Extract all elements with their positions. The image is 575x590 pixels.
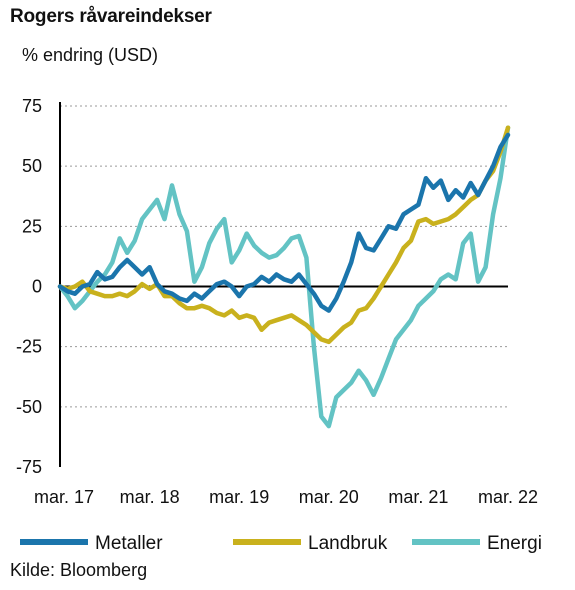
series-lines xyxy=(57,125,511,429)
source-note: Kilde: Bloomberg xyxy=(10,560,148,580)
x-tick-label: mar. 19 xyxy=(209,487,269,507)
x-tick-labels: mar. 17 mar. 18 mar. 19 mar. 20 mar. 21 mar. … xyxy=(34,487,538,507)
chart-title: Rogers råvareindekser xyxy=(10,6,212,27)
y-axis-label: % endring (USD) xyxy=(22,45,159,65)
legend-label-metaller: Metaller xyxy=(95,533,163,554)
x-tick-label: mar. 18 xyxy=(120,487,180,507)
y-tick-label: 50 xyxy=(22,156,42,176)
y-tick-label: 75 xyxy=(22,96,42,116)
y-tick-label: -50 xyxy=(16,397,42,417)
grid-lines xyxy=(60,105,508,408)
legend-label-landbruk: Landbruk xyxy=(308,533,388,554)
y-tick-label: 0 xyxy=(32,277,42,297)
series-line-metaller xyxy=(57,132,511,313)
series-line-energi xyxy=(57,125,511,429)
x-tick-label: mar. 17 xyxy=(34,487,94,507)
y-tick-label: -25 xyxy=(16,337,42,357)
x-tick-label: mar. 22 xyxy=(478,487,538,507)
series-line-landbruk xyxy=(57,125,511,345)
y-tick-label: -75 xyxy=(16,457,42,477)
x-tick-label: mar. 20 xyxy=(299,487,359,507)
y-tick-label: 25 xyxy=(22,216,42,236)
x-tick-label: mar. 21 xyxy=(388,487,448,507)
legend: Metaller Landbruk Energi xyxy=(20,533,542,554)
y-tick-labels: 75 50 25 0 -25 -50 -75 xyxy=(16,96,42,477)
legend-label-energi: Energi xyxy=(487,533,542,554)
